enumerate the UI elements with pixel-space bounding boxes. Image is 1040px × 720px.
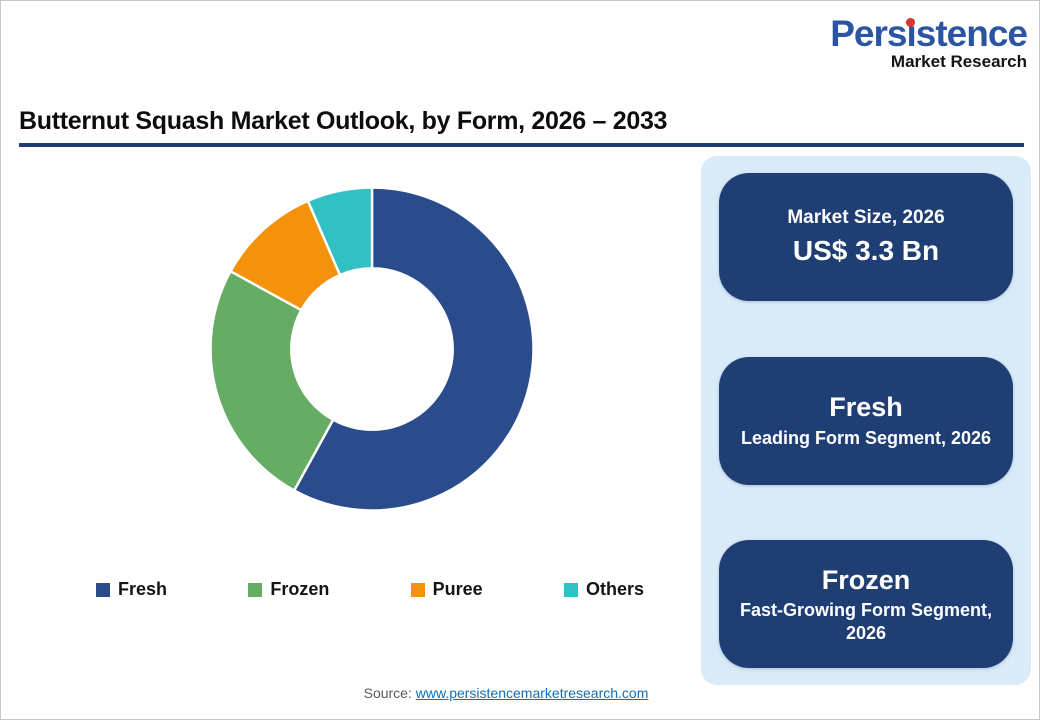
market-size-label: Market Size, 2026 [787,207,945,229]
chart-legend: Fresh Frozen Puree Others [96,579,644,600]
donut-segment-others [306,186,374,277]
donut-segment-fresh [293,186,535,512]
title-block: Butternut Squash Market Outlook, by Form… [19,107,1024,147]
donut-segment-frozen [209,270,335,492]
legend-label-others: Others [585,579,644,599]
legend-swatch-puree [410,582,425,597]
logo: Persistence Market Research [830,13,1028,71]
legend-item-puree: Puree [410,579,483,600]
donut-chart [209,186,535,512]
title-underline [19,143,1024,147]
source-line: Source: www.persistencemarketresearch.co… [1,685,1011,701]
source-link[interactable]: www.persistencemarketresearch.com [415,685,649,701]
legend-swatch-others [563,582,578,597]
leading-segment-name: Fresh [829,392,903,423]
stat-box-market-size: Market Size, 2026 US$ 3.3 Bn [719,173,1013,301]
legend-item-others: Others [563,579,644,600]
stats-panel: Market Size, 2026 US$ 3.3 Bn Fresh Leadi… [701,156,1031,685]
market-size-value: US$ 3.3 Bn [792,234,940,266]
source-label: Source: [363,685,412,701]
legend-swatch-frozen [248,582,263,597]
logo-brand-text: Persistence [830,13,1028,54]
fast-growing-segment-name: Frozen [821,564,911,595]
leading-segment-caption: Leading Form Segment, 2026 [740,428,992,449]
legend-swatch-fresh [96,582,110,597]
legend-item-fresh: Fresh [96,579,167,600]
legend-label-puree: Puree [432,579,483,599]
logo-red-dot-icon [906,18,916,27]
stat-box-fast-growing-segment: Frozen Fast-Growing Form Segment, 2026 [719,540,1013,668]
legend-item-frozen: Frozen [248,579,329,600]
stat-box-leading-segment: Fresh Leading Form Segment, 2026 [719,356,1013,485]
legend-label-fresh: Fresh [118,579,168,599]
page-title: Butternut Squash Market Outlook, by Form… [19,107,668,135]
legend-label-frozen: Frozen [270,579,330,599]
logo-tagline: Market Research [890,52,1027,71]
fast-growing-segment-caption: Fast-Growing Form Segment, 2026 [739,600,993,643]
